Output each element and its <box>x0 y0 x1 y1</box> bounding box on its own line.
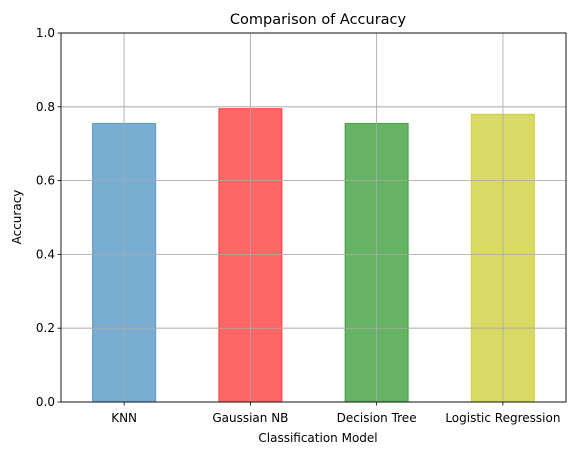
plot-frame <box>60 32 567 403</box>
y-tick-label: 1.0 <box>36 26 55 40</box>
y-tick-label: 0.4 <box>36 247 55 261</box>
x-tick-label: Gaussian NB <box>212 411 288 425</box>
y-tick-label: 0.6 <box>36 174 55 188</box>
x-tick-label: Decision Tree <box>337 411 417 425</box>
y-tick-label: 0.2 <box>36 321 55 335</box>
y-tick-label: 0.0 <box>36 395 55 409</box>
axes <box>60 32 567 403</box>
x-tick-label: KNN <box>111 411 137 425</box>
x-axis-label: Classification Model <box>258 431 377 445</box>
bars <box>92 108 535 403</box>
y-axis-label: Accuracy <box>10 190 24 245</box>
y-tick-label: 0.8 <box>36 100 55 114</box>
chart-title: Comparison of Accuracy <box>230 12 407 28</box>
ticks: 0.0 0.2 0.4 0.6 0.8 1.0 KNN Gaussian NB Decision… <box>36 26 561 425</box>
x-tick-label: Logistic Regression <box>445 411 560 425</box>
